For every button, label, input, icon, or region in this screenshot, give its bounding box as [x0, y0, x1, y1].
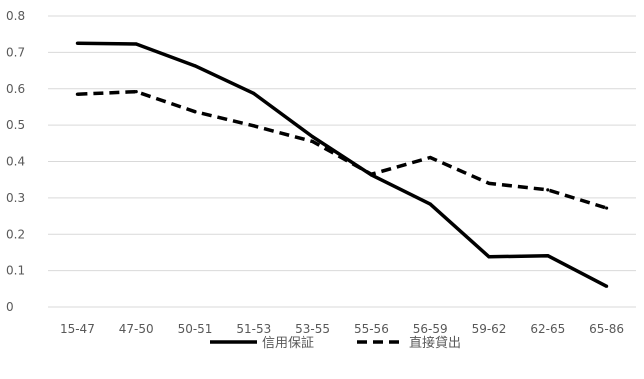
- series-1-point: [134, 42, 138, 46]
- series-2-point: [75, 92, 79, 96]
- x-tick-label: 53-55: [295, 322, 330, 336]
- x-tick-label: 55-56: [354, 322, 389, 336]
- series-1-point: [311, 135, 315, 139]
- series-1-point: [546, 254, 550, 258]
- x-tick-label: 62-65: [530, 322, 565, 336]
- series-1-point: [252, 91, 256, 96]
- y-tick-label: 0.1: [6, 264, 25, 278]
- y-tick-label: 0.5: [6, 118, 25, 132]
- x-tick-label: 50-51: [178, 322, 213, 336]
- y-tick-label: 0.7: [6, 45, 25, 59]
- y-tick-label: 0.4: [6, 155, 25, 169]
- x-tick-label: 15-47: [60, 322, 95, 336]
- x-tick-label: 59-62: [472, 322, 507, 336]
- x-tick-label: 56-59: [413, 322, 448, 336]
- series-2-point: [193, 110, 197, 114]
- series-2-point: [487, 181, 491, 185]
- series-2-point: [369, 172, 373, 176]
- series-1-point: [428, 202, 432, 206]
- legend: 信用保証 直接貸出: [210, 335, 461, 351]
- x-tick-label: 65-86: [589, 322, 624, 336]
- x-axis-ticks: 15-47 47-50 50-51 51-53 53-55 55-56 56-59 59-62…: [60, 322, 624, 336]
- y-tick-label: 0.6: [6, 82, 25, 96]
- series-2-point: [134, 90, 138, 94]
- series-2-point: [252, 124, 256, 128]
- y-tick-label: 0.8: [6, 9, 25, 23]
- series-line-2: [77, 89, 608, 210]
- gridlines: [48, 15, 636, 308]
- legend-label-series-1: 信用保証: [262, 336, 314, 351]
- series-2-point: [311, 139, 315, 144]
- y-tick-label: 0: [6, 300, 14, 314]
- series-2-point: [428, 155, 432, 160]
- series-1-point: [193, 64, 197, 68]
- y-tick-label: 0.2: [6, 227, 25, 241]
- series-1-point: [487, 255, 491, 259]
- series-2-point: [605, 206, 609, 210]
- series-1-point: [75, 41, 79, 45]
- x-tick-label: 51-53: [236, 322, 271, 336]
- legend-label-series-2: 直接貸出: [409, 335, 461, 351]
- x-tick-label: 47-50: [119, 322, 154, 336]
- y-axis-ticks: 0 0.1 0.2 0.3 0.4 0.5 0.6 0.7 0.8: [6, 9, 25, 314]
- series-2-point: [546, 188, 550, 192]
- series-lines: [75, 41, 609, 288]
- y-tick-label: 0.3: [6, 191, 25, 205]
- series-line-1: [77, 41, 608, 288]
- series-1-point: [605, 284, 609, 288]
